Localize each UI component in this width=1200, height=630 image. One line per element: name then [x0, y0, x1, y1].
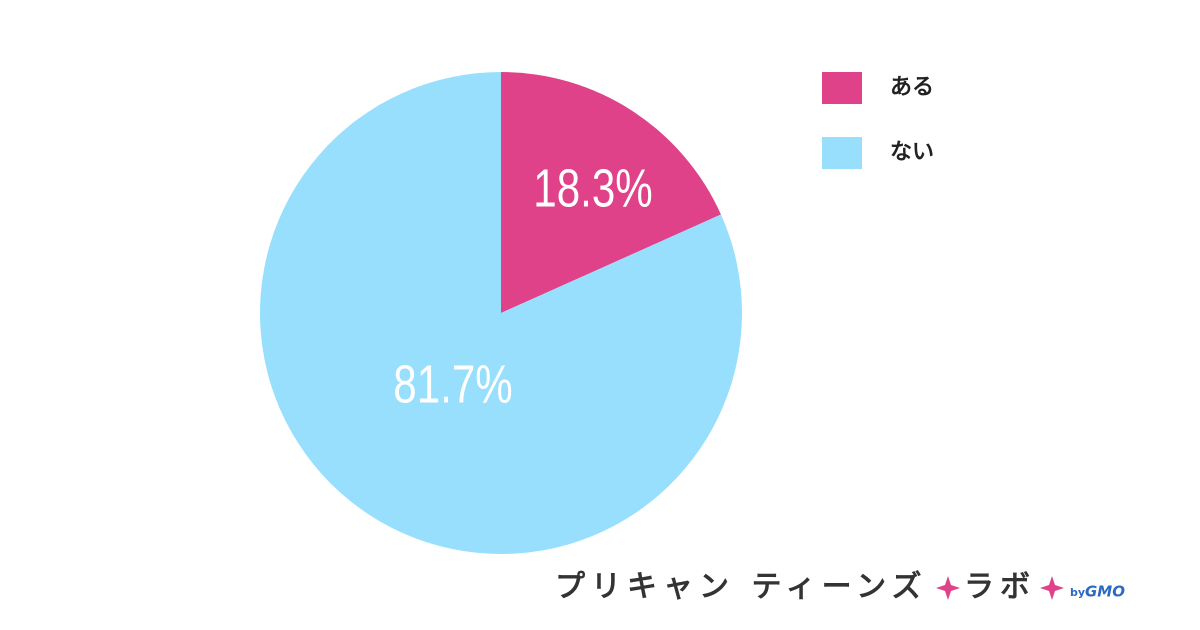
legend-label: ある	[890, 75, 934, 100]
value-label: 81.7%	[393, 354, 512, 414]
logo-by: by	[1070, 586, 1085, 599]
sparkle-icon	[936, 576, 960, 600]
logo-text: プリキャン ティーンズ	[555, 570, 928, 605]
sparkle-icon	[1040, 576, 1064, 600]
legend-label: ない	[890, 140, 934, 165]
logo-company: GMO	[1085, 583, 1125, 601]
logo-lab: ラボ	[964, 570, 1036, 605]
value-label: 18.3%	[533, 158, 652, 218]
legend-swatch	[822, 72, 862, 104]
pie-slice	[501, 72, 721, 313]
pie-slice	[260, 72, 742, 554]
legend-swatch	[822, 137, 862, 169]
